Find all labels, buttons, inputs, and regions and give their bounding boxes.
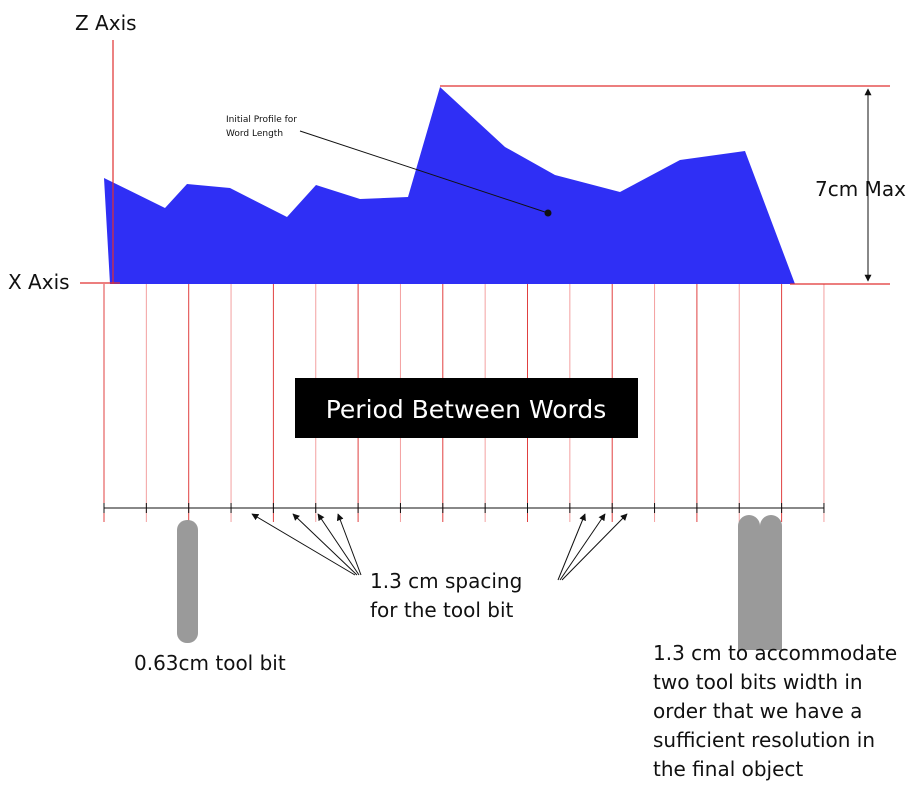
dimension-ticks (103, 503, 825, 513)
x-axis-label: X Axis (8, 270, 70, 294)
double-bit-note: order that we have a (653, 699, 862, 723)
profile-pointer (299, 130, 549, 214)
max-label: 7cm Max (815, 177, 906, 201)
double-bit-note: sufficient resolution in (653, 728, 875, 752)
spacing-arrows (251, 513, 628, 581)
double-bit-note: the final object (653, 757, 803, 781)
spacing-note: 1.3 cm spacing (370, 569, 522, 593)
profile-label: Initial Profile for (226, 115, 297, 125)
profile-dot (544, 209, 552, 217)
period-box (295, 378, 638, 438)
spacing-note: for the tool bit (370, 598, 514, 622)
period-label: Period Between Words (326, 395, 607, 424)
tool-bit (177, 520, 198, 643)
z-axis-label: Z Axis (75, 11, 137, 35)
profile-label: Word Length (226, 129, 283, 139)
double-bit-note: 1.3 cm to accommodate (653, 641, 897, 665)
double-tool-bit (738, 515, 782, 650)
double-bit-note: two tool bits width in (653, 670, 863, 694)
profile-shape (104, 87, 795, 284)
tool-bit-note: 0.63cm tool bit (134, 651, 286, 675)
